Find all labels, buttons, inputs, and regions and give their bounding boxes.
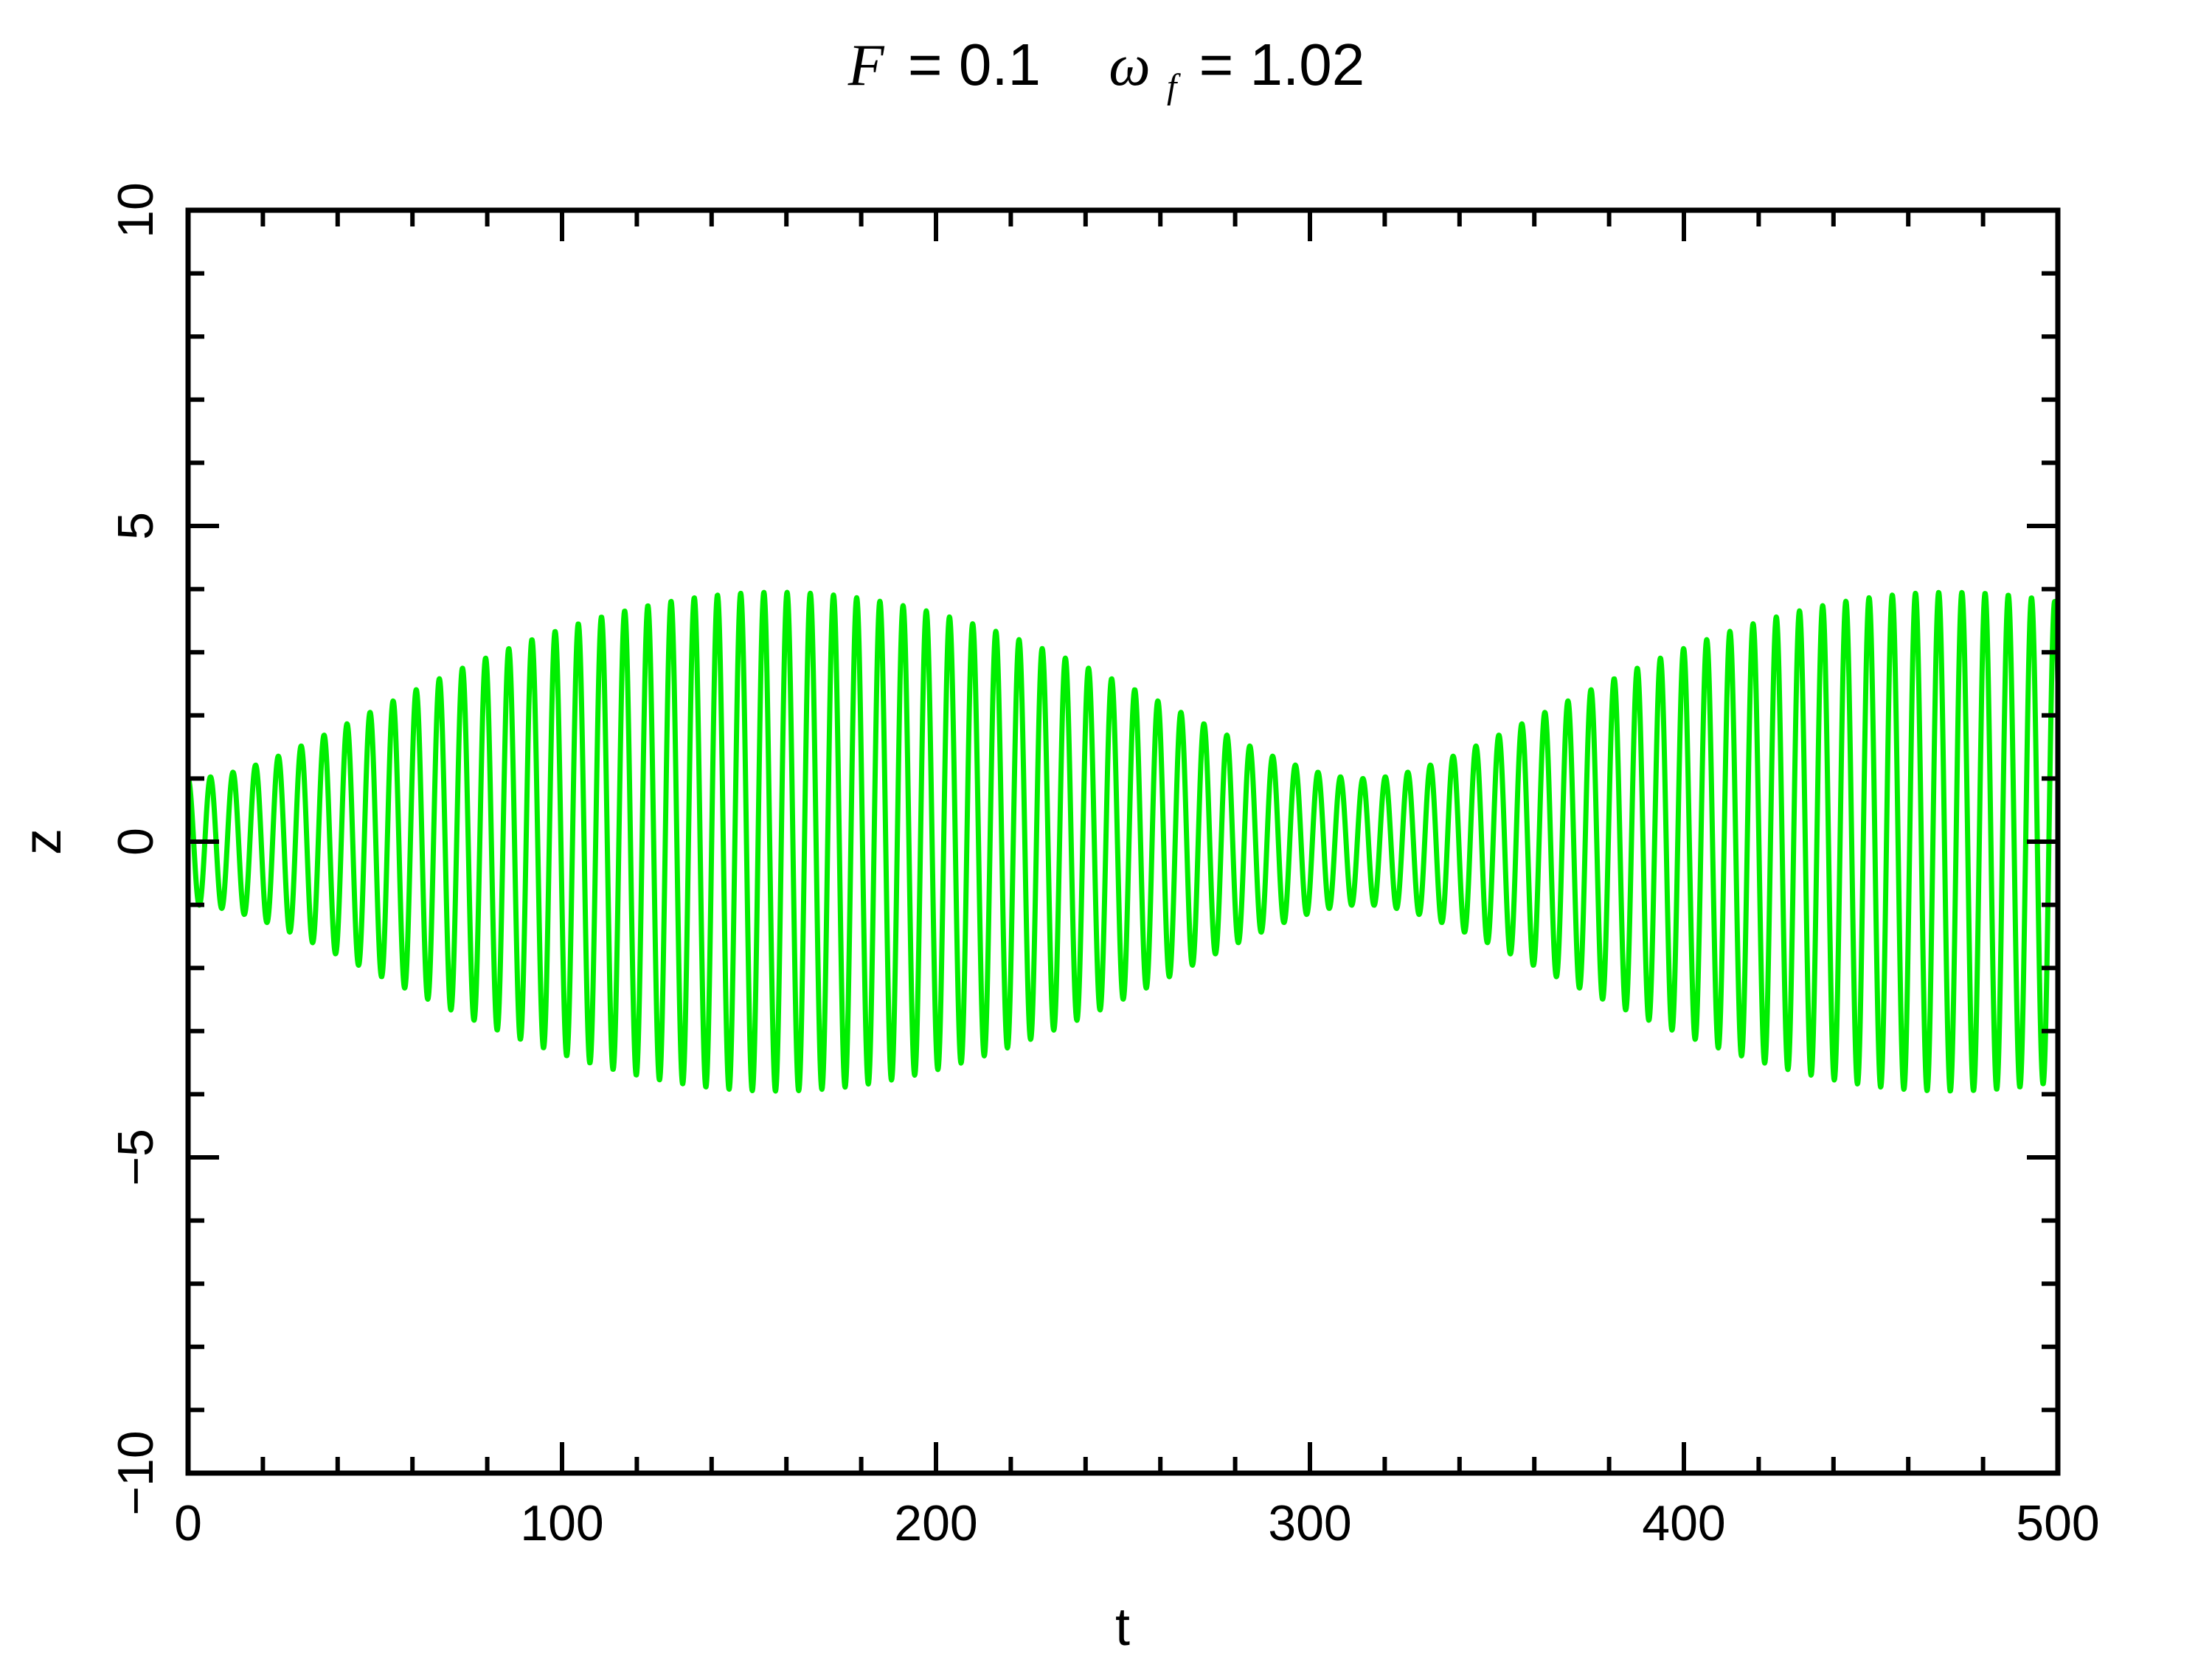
x-tick-label: 200 — [894, 1495, 977, 1551]
series-group — [188, 589, 2058, 1094]
y-tick-label: −10 — [108, 1430, 164, 1515]
y-tick-label: 5 — [108, 512, 164, 540]
x-tick-label: 300 — [1268, 1495, 1351, 1551]
plot-frame — [185, 207, 2061, 1476]
x-axis-label: t — [1115, 1598, 1130, 1657]
y-tick-label: 10 — [108, 182, 164, 238]
x-tick-label: 100 — [520, 1495, 603, 1551]
title-omega-subscript: f — [1167, 67, 1181, 106]
x-tick-label: 0 — [174, 1495, 202, 1551]
title-omega-symbol: ω — [1109, 33, 1150, 98]
title-omega-equals: = 1.02 — [1199, 32, 1365, 97]
x-tick-label: 500 — [2016, 1495, 2099, 1551]
y-tick-label: 0 — [108, 828, 164, 856]
x-tick-label: 400 — [1642, 1495, 1725, 1551]
title-f-equals: = 0.1 — [908, 32, 1041, 97]
y-axis-label: z — [13, 828, 72, 855]
series-line-0 — [188, 589, 2058, 1094]
y-tick-label: −5 — [108, 1129, 164, 1186]
title-f-symbol: F — [847, 33, 885, 98]
ticks-group: 0 100 200 300 400 500 −10 −5 0 5 10 — [108, 182, 2100, 1551]
chart-title: F = 0.1 ω f = 1.02 — [847, 32, 1365, 111]
